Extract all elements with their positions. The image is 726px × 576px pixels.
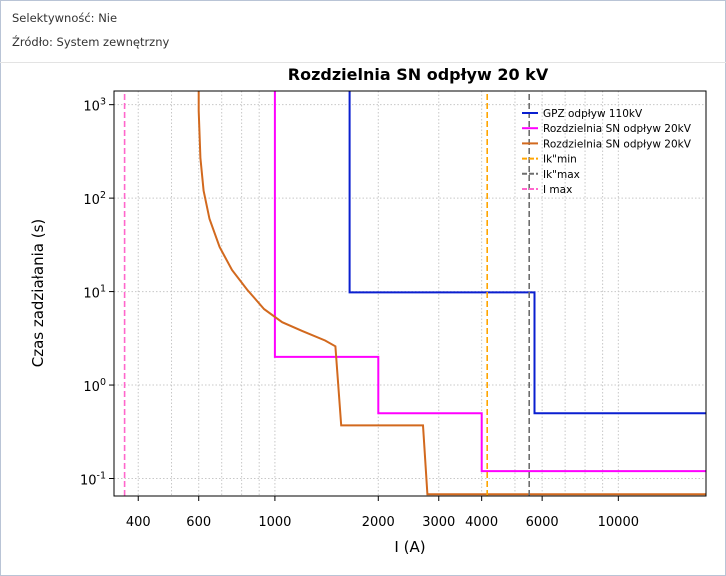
chart-title: Rozdzielnia SN odpływ 20 kV	[288, 65, 549, 84]
y-tick-label: 103	[83, 97, 106, 115]
x-tick-label: 600	[186, 515, 211, 530]
y-tick-label: 102	[83, 190, 106, 208]
legend-label-4: Ik"min	[543, 154, 577, 166]
x-tick-label: 400	[126, 515, 151, 530]
x-tick-label: 4000	[465, 515, 498, 530]
x-axis-ticks: 400 600 1000 2000 3000 4000 6000 10000	[126, 496, 639, 530]
selectivity-label: Selektywność: Nie	[12, 11, 118, 25]
series-line-3	[197, 91, 706, 496]
legend: GPZ odpływ 110kV Rozdzielnia SN odpływ 20…	[522, 108, 692, 196]
source-label: Źródło: System zewnętrzny	[12, 35, 170, 49]
series-line-2	[273, 91, 706, 473]
x-axis-label: I (A)	[394, 538, 425, 556]
plot-frame	[113, 90, 707, 497]
legend-label-6: I max	[543, 184, 572, 196]
y-tick-label: 101	[83, 284, 106, 302]
x-tick-label: 1000	[258, 515, 291, 530]
legend-label-2: Rozdzielnia SN odpływ 20kV	[543, 123, 692, 135]
y-axis-label: Czas zadziałania (s)	[29, 219, 47, 368]
y-axis-ticks: 10-1 100 101 102 103	[80, 97, 114, 489]
x-tick-label: 6000	[526, 515, 559, 530]
x-tick-label: 2000	[362, 515, 395, 530]
series-line-1	[348, 91, 706, 415]
x-tick-label: 3000	[422, 515, 455, 530]
legend-label-1: GPZ odpływ 110kV	[543, 108, 643, 120]
plot-area	[114, 91, 706, 496]
x-tick-label: 10000	[598, 515, 639, 530]
grid-lines	[114, 91, 706, 496]
series-layer	[123, 91, 706, 496]
legend-label-3: Rozdzielnia SN odpływ 20kV	[543, 138, 692, 150]
legend-label-5: Ik"max	[543, 169, 580, 181]
header-divider	[0, 62, 726, 63]
y-tick-label: 10-1	[80, 471, 106, 489]
y-tick-label: 100	[83, 377, 106, 395]
